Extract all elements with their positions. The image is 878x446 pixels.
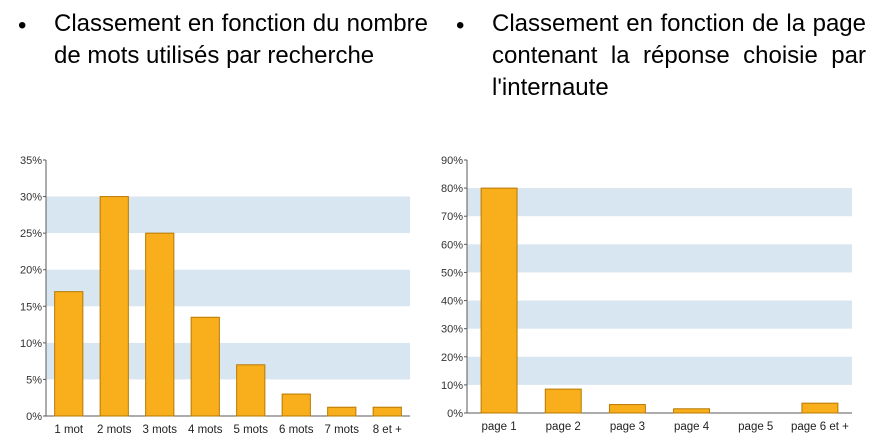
chart-pages-x-tick-label: page 5 [738, 421, 773, 433]
chart-pages-y-tick-label: 40% [441, 296, 463, 308]
bullet-text-words: Classement en fonction du nombre de mots… [54, 10, 428, 69]
chart-words-bar [327, 406, 357, 417]
chart-pages-bar [544, 388, 582, 414]
chart-pages-x-tick-label: page 4 [674, 421, 710, 433]
chart-pages-svg: 0% 10% 20% 30% 40% 50% 60% 70% 80% 90% page 1 page … [441, 155, 852, 433]
chart-words-x-tick-label: 8 et + [373, 424, 402, 436]
chart-pages-grid-stripe [467, 300, 852, 329]
chart-words-x-tick-label: 7 mots [324, 424, 359, 436]
chart-pages-x-tick-label: page 2 [546, 421, 581, 433]
chart-words-y-tick-label: 35% [20, 155, 42, 167]
chart-pages-grid-stripe [467, 188, 852, 217]
chart-pages-grid-stripe [467, 356, 852, 385]
chart-pages-y-tick-label: 80% [441, 183, 463, 195]
chart-pages-y-tick-label: 90% [441, 155, 463, 167]
chart-pages-y-tick-label: 70% [441, 211, 463, 223]
bullet-dot: • [18, 12, 27, 39]
chart-words-bar [190, 316, 220, 417]
chart-pages-grid-stripe [467, 244, 852, 273]
chart-words-x-tick-label: 3 mots [142, 424, 177, 436]
chart-words-bar [236, 364, 266, 417]
chart-pages-y-tick-label: 0% [447, 408, 463, 420]
chart-words-bar [281, 393, 311, 417]
chart-words-bar [54, 291, 84, 417]
chart-pages-bar [673, 408, 711, 414]
chart-pages-y-tick-label: 50% [441, 267, 463, 279]
chart-words-svg: 0% 5% 10% 15% 20% 25% 30% 35% 1 mot 2 mots 3 mots 4… [20, 155, 410, 436]
chart-pages-y-tick-label: 30% [441, 324, 463, 336]
chart-words-bar [99, 196, 129, 417]
bullet-words: • Classement en fonction du nombre de mo… [18, 8, 428, 72]
chart-words-x-tick-label: 4 mots [188, 424, 223, 436]
chart-words-bar [145, 232, 175, 417]
chart-words: 0% 5% 10% 15% 20% 25% 30% 35% 1 mot 2 mots 3 mots 4… [10, 150, 415, 446]
chart-pages: 0% 10% 20% 30% 40% 50% 60% 70% 80% 90% page 1 page … [440, 150, 860, 446]
chart-pages-x-tick-label: page 3 [610, 421, 645, 433]
bullet-dot: • [456, 12, 465, 39]
chart-words-y-tick-label: 20% [20, 265, 42, 277]
chart-words-x-tick-label: 2 mots [97, 424, 132, 436]
chart-pages-x-tick-label: page 1 [481, 421, 516, 433]
chart-words-y-tick-label: 0% [26, 411, 42, 423]
chart-pages-y-tick-label: 60% [441, 239, 463, 251]
chart-words-y-tick-label: 15% [20, 301, 42, 313]
bullet-text-page: Classement en fonction de la page conten… [492, 10, 866, 101]
chart-words-y-tick-label: 25% [20, 228, 42, 240]
chart-pages-bar [608, 404, 646, 414]
chart-words-x-tick-label: 6 mots [279, 424, 314, 436]
chart-words-y-tick-label: 30% [20, 192, 42, 204]
chart-pages-bar [480, 187, 518, 414]
bullet-page: • Classement en fonction de la page cont… [456, 8, 866, 104]
chart-words-y-tick-label: 5% [26, 374, 42, 386]
chart-words-y-tick-label: 10% [20, 338, 42, 350]
chart-words-x-tick-label: 1 mot [54, 424, 84, 436]
chart-pages-y-tick-label: 10% [441, 380, 463, 392]
chart-pages-y-tick-label: 20% [441, 352, 463, 364]
chart-pages-x-tick-label: page 6 et + [791, 421, 849, 433]
chart-words-bar [372, 406, 402, 417]
chart-words-x-tick-label: 5 mots [233, 424, 268, 436]
chart-pages-bar [801, 402, 839, 414]
